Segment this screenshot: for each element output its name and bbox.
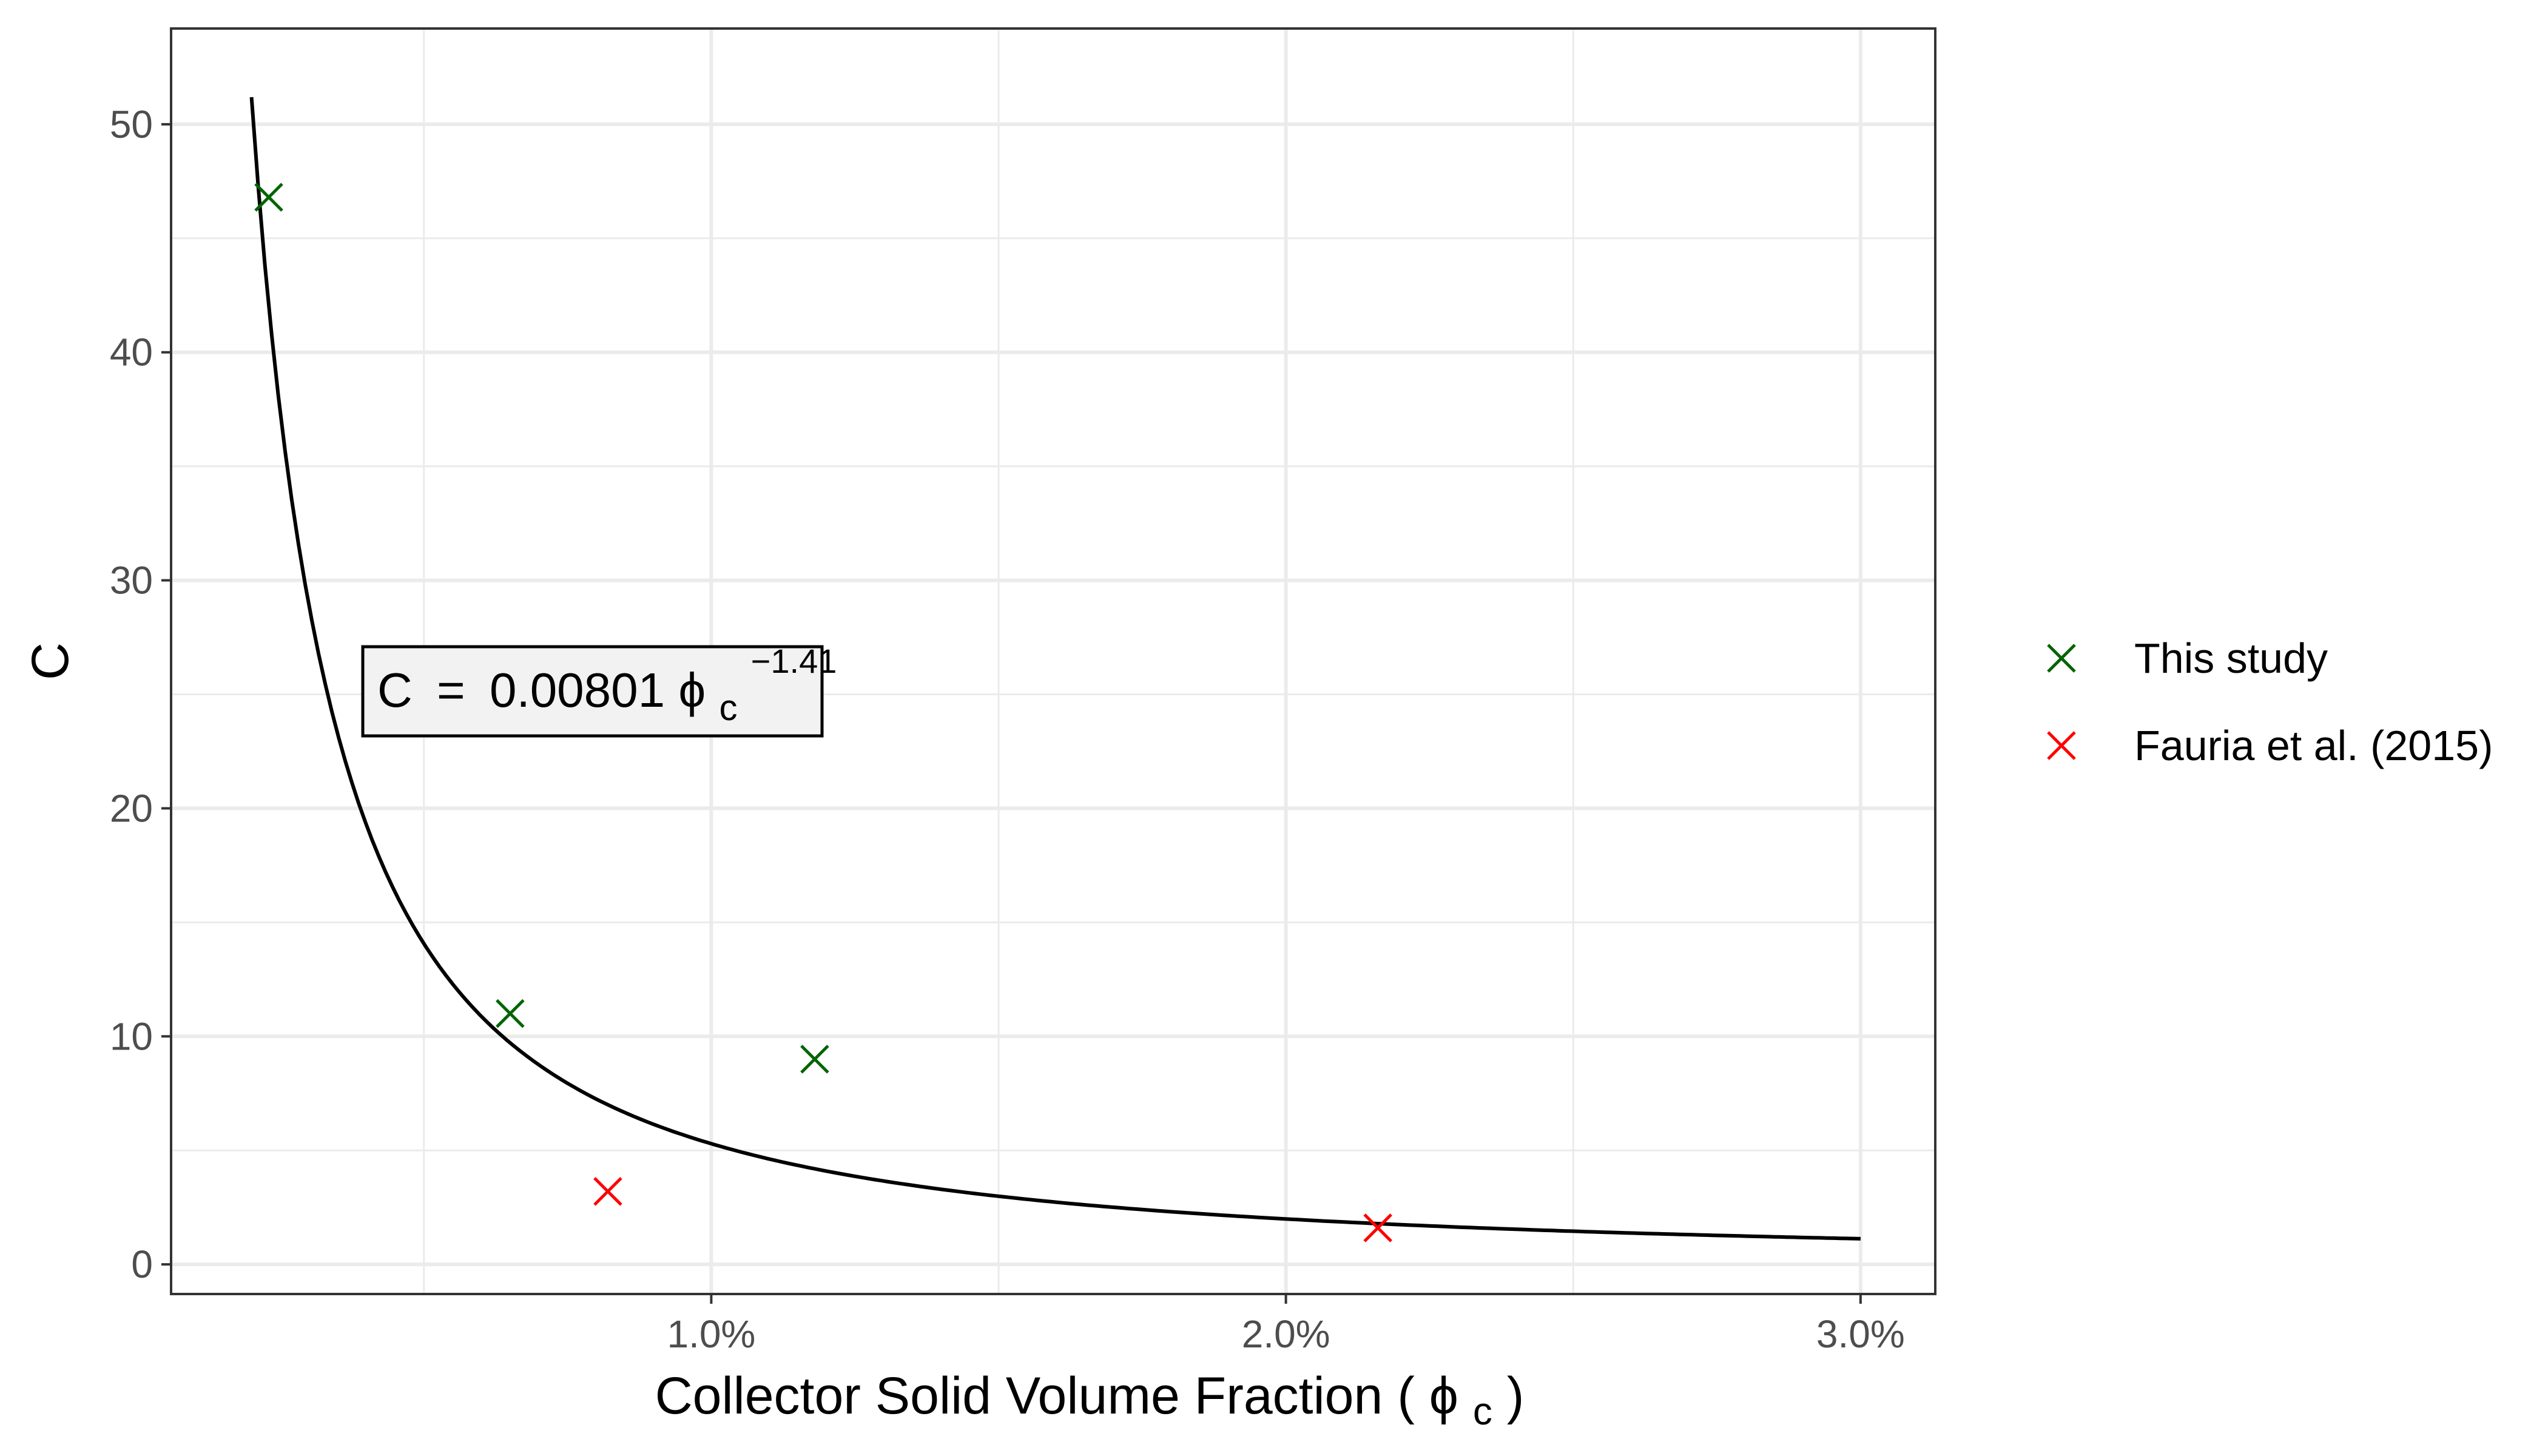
fit-equation-annotation: C = 0.00801 ϕ c −1.41 bbox=[361, 642, 837, 738]
equation-box bbox=[361, 645, 824, 738]
y-axis-title: C bbox=[21, 642, 79, 680]
equation-symbol: ϕ bbox=[678, 663, 706, 717]
plot-panel bbox=[170, 27, 1936, 1295]
y-tick-label: 0 bbox=[131, 1242, 153, 1286]
fit-curve bbox=[249, 96, 1861, 1241]
x-axis-title-subscript: c bbox=[1473, 1389, 1492, 1433]
marker-stroke bbox=[496, 999, 525, 1028]
x-axis-title: Collector Solid Volume Fraction ( ϕ c ) bbox=[655, 1367, 1525, 1436]
legend-key-stroke bbox=[2047, 731, 2076, 760]
data-points bbox=[254, 183, 1392, 1242]
data-point-marker bbox=[593, 1177, 622, 1206]
y-tick-label: 30 bbox=[110, 559, 153, 602]
legend-label: This study bbox=[2134, 635, 2328, 682]
major-gridlines bbox=[171, 29, 1935, 1294]
legend-key-stroke bbox=[2047, 644, 2076, 673]
x-axis-title-symbol: ϕ bbox=[1429, 1367, 1458, 1425]
data-point-marker bbox=[254, 183, 283, 212]
data-point-marker bbox=[1363, 1213, 1392, 1242]
y-tick-label: 40 bbox=[110, 331, 153, 374]
legend-item: This study bbox=[2047, 635, 2328, 682]
x-axis: 1.0% 2.0% 3.0% bbox=[667, 1294, 1905, 1356]
data-point-marker bbox=[496, 999, 525, 1028]
y-tick-label: 50 bbox=[110, 103, 153, 146]
x-tick-label: 1.0% bbox=[667, 1312, 755, 1356]
legend-item: Fauria et al. (2015) bbox=[2047, 722, 2493, 769]
equation-prefix: C bbox=[377, 663, 413, 717]
marker-stroke bbox=[254, 183, 283, 212]
equation-equals: = bbox=[437, 663, 465, 717]
marker-stroke bbox=[593, 1177, 622, 1206]
y-tick-label: 10 bbox=[110, 1014, 153, 1058]
data-point-marker bbox=[800, 1045, 829, 1074]
legend-label: Fauria et al. (2015) bbox=[2134, 722, 2493, 769]
equation-coefficient: 0.00801 bbox=[490, 663, 665, 717]
y-axis: 0 10 20 30 40 50 bbox=[110, 103, 171, 1286]
equation-superscript: −1.41 bbox=[751, 642, 837, 680]
x-axis-title-text: Collector Solid Volume Fraction ( bbox=[655, 1367, 1415, 1425]
panel-border bbox=[170, 27, 1936, 1295]
x-axis-title-close: ) bbox=[1507, 1367, 1525, 1425]
legend: This study Fauria et al. (2015) bbox=[2047, 635, 2493, 769]
x-tick-label: 2.0% bbox=[1242, 1312, 1330, 1356]
marker-stroke bbox=[800, 1045, 829, 1074]
marker-stroke bbox=[1363, 1213, 1392, 1242]
y-tick-label: 20 bbox=[110, 786, 153, 830]
equation-label: C = 0.00801 ϕ c −1.41 bbox=[377, 642, 837, 730]
equation-subscript: c bbox=[719, 687, 737, 728]
x-tick-label: 3.0% bbox=[1816, 1312, 1905, 1356]
